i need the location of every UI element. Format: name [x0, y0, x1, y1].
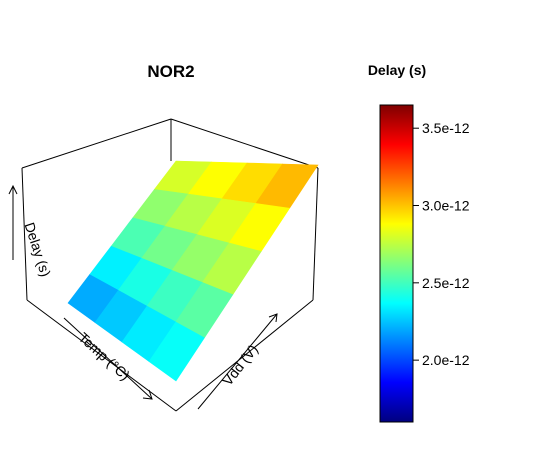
colorbar-title: Delay (s): [368, 62, 426, 78]
box-edge: [175, 299, 314, 412]
surface-mesh: [67, 160, 319, 382]
colorbar-ticks: 2.0e-12 2.5e-12 3.0e-12 3.5e-12: [413, 120, 470, 368]
box-front-edges: [21, 167, 319, 412]
x-axis-arrow: [63, 317, 153, 400]
y-axis-label: Vdd (V): [219, 341, 261, 388]
box-edge: [170, 118, 319, 169]
z-axis-label: Delay (s): [21, 220, 54, 278]
z-axis-arrowhead: [8, 184, 18, 195]
box-edge: [21, 167, 28, 301]
x-axis-arrowhead: [142, 389, 153, 400]
axis-arrows: [8, 184, 278, 410]
y-axis-arrowhead: [268, 313, 278, 323]
colorbar-tick-label: 2.0e-12: [422, 352, 470, 368]
colorbar-tick-label: 3.0e-12: [422, 198, 470, 214]
box-edge: [26, 299, 177, 412]
colorbar-tick-label: 3.5e-12: [422, 120, 470, 136]
y-axis-arrow: [197, 313, 278, 410]
chart-title: NOR2: [147, 62, 194, 81]
box-edge: [21, 118, 172, 169]
colorbar-tick-label: 2.5e-12: [422, 275, 470, 291]
box-edge: [312, 167, 319, 301]
box-back-edges: [21, 118, 319, 169]
colorbar: [379, 104, 414, 423]
surface-patch: [148, 321, 205, 382]
